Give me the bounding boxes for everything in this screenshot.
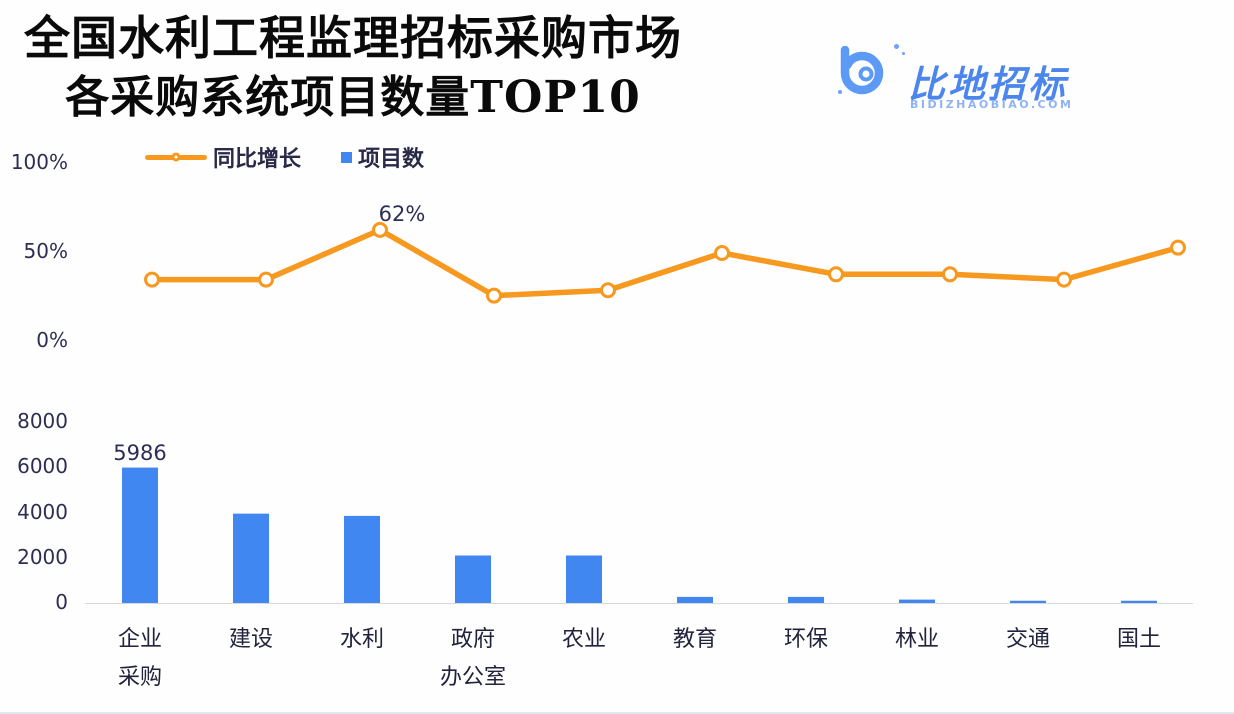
sparkle-dot — [894, 44, 899, 49]
x-category-交通: 交通 — [1005, 627, 1050, 652]
count-tick-6000: 6000 — [17, 454, 68, 479]
pct-tick-100%: 100% — [10, 150, 68, 175]
line-point-教育 — [714, 244, 730, 261]
sparkle-dot — [902, 52, 905, 55]
growth-line — [149, 227, 1181, 299]
growth-peak-label: 62% — [378, 201, 426, 226]
bar-series-icon — [341, 151, 353, 163]
line-point-国土 — [1170, 239, 1186, 256]
x-category-企业采购: 企业 采购 — [117, 627, 162, 690]
bar-企业采购 — [122, 467, 158, 603]
legend-count-label: 项目数 — [358, 147, 425, 172]
x-category-环保: 环保 — [783, 627, 828, 652]
brand-logo: 比地招标 BIDIZHAOBIAO.COM — [836, 42, 1116, 122]
legend-item-count[interactable]: 项目数 — [341, 141, 424, 173]
bar-环保 — [788, 596, 824, 603]
count-tick-2000: 2000 — [17, 544, 68, 569]
legend-growth-label: 同比增长 — [213, 147, 302, 172]
count-tick-8000: 8000 — [17, 409, 68, 433]
x-category-国土: 国土 — [1116, 627, 1161, 652]
bar-水利 — [344, 515, 380, 603]
line-point-林业 — [942, 266, 958, 283]
bar-max-label: 5986 — [113, 440, 167, 465]
sparkle-dot — [838, 90, 842, 94]
bidi-logo-icon — [840, 46, 884, 95]
chart-legend: 同比增长 项目数 — [145, 141, 424, 173]
x-axis-line — [85, 603, 1193, 604]
bar-教育 — [677, 596, 713, 603]
line-point-企业采购 — [144, 271, 160, 288]
pct-tick-50%: 50% — [23, 239, 68, 264]
x-category-教育: 教育 — [672, 627, 717, 652]
bar-建设 — [233, 513, 269, 603]
pct-tick-0%: 0% — [36, 328, 68, 352]
x-category-农业: 农业 — [561, 627, 606, 652]
x-category-林业: 林业 — [894, 627, 939, 652]
line-series-icon — [145, 152, 207, 162]
line-point-水利 — [372, 221, 388, 238]
bar-交通 — [1010, 600, 1046, 603]
count-tick-4000: 4000 — [17, 499, 68, 524]
x-category-政府办公室: 政府 办公室 — [439, 627, 506, 690]
logo-domain: BIDIZHAOBIAO.COM — [910, 98, 1074, 111]
legend-item-growth[interactable]: 同比增长 — [145, 141, 301, 173]
line-point-交通 — [1056, 271, 1072, 288]
bar-政府办公室 — [455, 555, 491, 603]
line-point-环保 — [828, 266, 844, 283]
line-point-建设 — [258, 271, 274, 288]
x-category-建设: 建设 — [228, 627, 273, 652]
line-point-农业 — [600, 282, 616, 299]
bar-农业 — [566, 555, 602, 603]
bar-林业 — [899, 599, 935, 603]
page-title: 全国水利工程监理招标采购市场 各采购系统项目数量TOP10 — [0, 8, 706, 128]
count-tick-0: 0 — [55, 590, 68, 614]
bar-国土 — [1121, 600, 1157, 603]
title-line-2: 各采购系统项目数量TOP10 — [65, 72, 641, 123]
x-category-水利: 水利 — [339, 627, 384, 652]
title-line-1: 全国水利工程监理招标采购市场 — [24, 11, 682, 65]
logo-name: 比地招标 — [908, 63, 1068, 106]
line-point-政府办公室 — [486, 287, 502, 304]
line-marker-icon — [171, 152, 181, 162]
